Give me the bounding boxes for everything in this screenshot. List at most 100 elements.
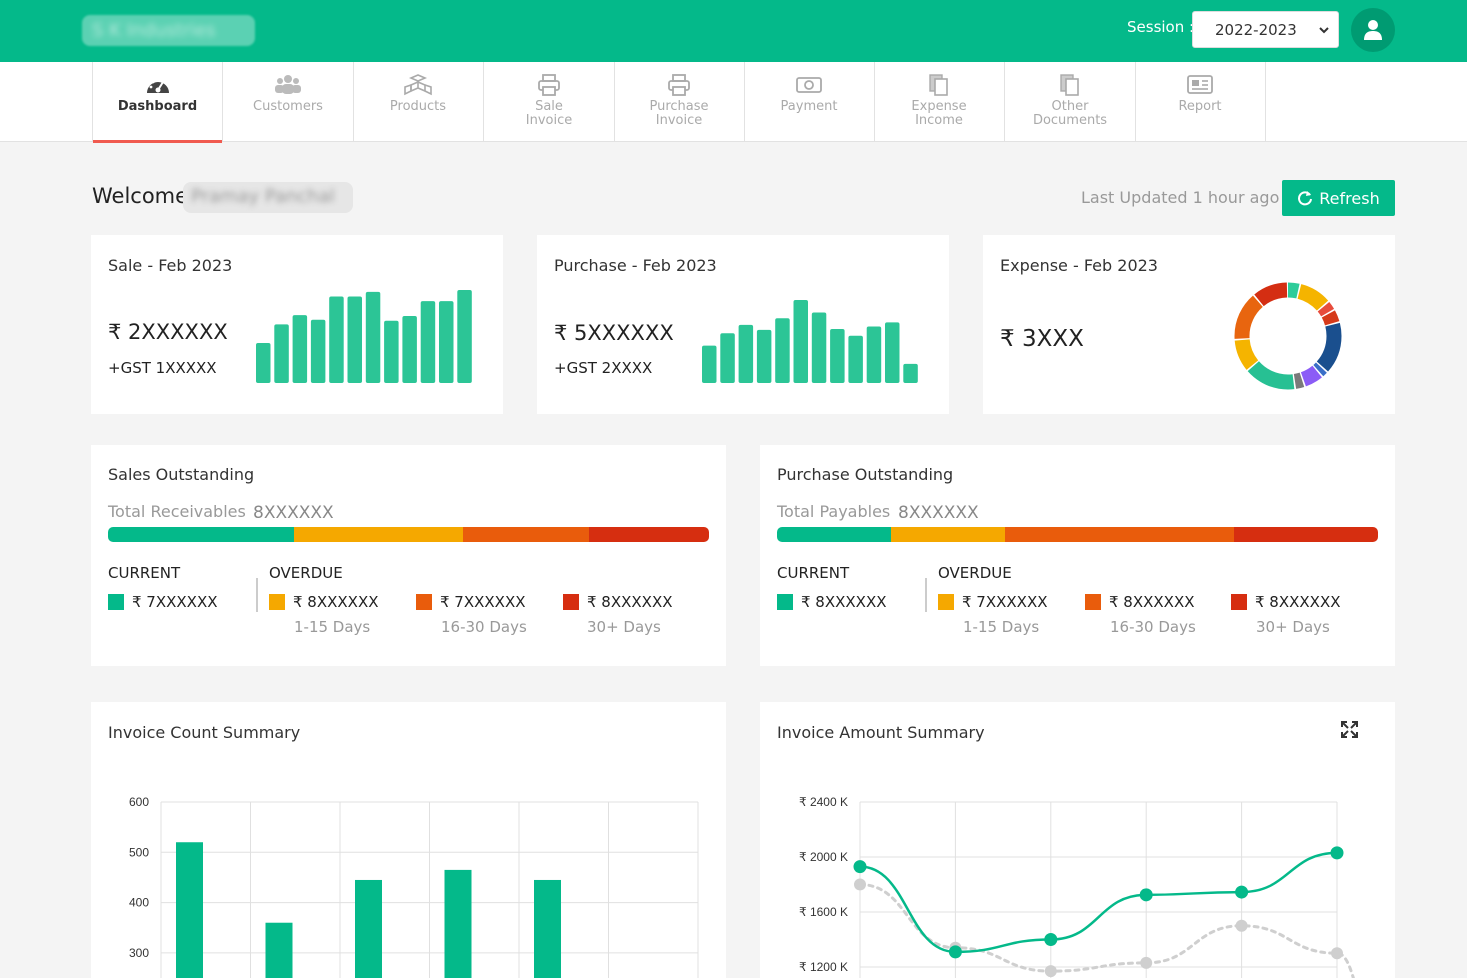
mini-bar [848,335,863,383]
company-name[interactable]: S K Industries [82,15,255,46]
tab-purchase-invoice[interactable]: Purchase Invoice [614,62,745,141]
current-amount: ₹ 8XXXXXX [801,593,887,611]
mini-bar [384,320,399,383]
overdue-amount: ₹ 8XXXXXX [1255,593,1341,611]
y-tick-label: ₹ 2000 K [799,850,848,864]
last-updated-text: Last Updated 1 hour ago [1081,188,1280,207]
overdue-days: 1-15 Days [294,618,371,636]
donut-slice [1234,282,1342,390]
mini-bar [347,296,362,383]
stack-segment [777,527,892,542]
tab-expense-income[interactable]: Expense Income [874,62,1005,141]
series-point-current [1330,846,1344,860]
stack-segment [1005,527,1234,542]
overdue-label: OVERDUE [269,564,343,582]
y-tick-label: 500 [129,845,149,859]
invoice-count-card[interactable]: Invoice Count Summary 600 500 400 300 [91,702,726,978]
tab-products[interactable]: Products [353,62,484,141]
total-payables-label: Total Payables [777,502,891,521]
total-receivables-label: Total Receivables [108,502,246,521]
tab-report[interactable]: Report [1135,62,1266,141]
series-line-previous [858,883,1355,978]
current-value: ₹ 7XXXXXX [108,593,218,611]
mini-bar [793,300,808,383]
chart-title: Invoice Amount Summary [777,723,985,742]
tab-label: Expense Income [911,99,967,128]
overdue-amount: ₹ 8XXXXXX [293,593,379,611]
card-title: Sale - Feb 2023 [108,256,233,275]
overdue-1-15-value: ₹ 7XXXXXX [938,593,1048,611]
printer-icon [668,74,690,96]
overdue-1-15-value: ₹ 8XXXXXX [269,593,379,611]
users-icon [275,75,301,94]
expense-donut-chart [1234,282,1342,390]
legend-swatch [1231,594,1247,610]
tab-other-documents[interactable]: Other Documents [1005,62,1136,141]
mini-bar [256,343,271,383]
mini-bar [439,301,454,383]
y-tick-label: 600 [129,795,149,809]
tab-dashboard[interactable]: Dashboard [92,62,223,143]
invoice-amount-card[interactable]: Invoice Amount Summary ₹ 2400 K ₹ 2000 K ₹… [760,702,1395,978]
mini-bar [292,315,308,383]
printer-icon [538,74,560,96]
overdue-label: OVERDUE [938,564,1012,582]
legend-swatch [777,594,793,610]
purchase-amount: ₹ 5XXXXXX [554,321,674,345]
sale-card[interactable]: Sale - Feb 2023 ₹ 2XXXXXX +GST 1XXXXX [91,235,503,414]
mini-bar [420,301,436,383]
chevron-down-icon [1319,27,1329,34]
user-name: Pramay Panchal [183,182,353,213]
sales-outstanding-card[interactable]: Sales Outstanding Total Receivables 8XXX… [91,445,726,666]
current-label: CURRENT [777,564,850,582]
donut-slice [1234,282,1342,390]
card-title: Sales Outstanding [108,465,255,484]
expense-amount: ₹ 3XXX [1000,326,1084,352]
y-tick-label: 300 [129,946,149,960]
expand-icon[interactable] [1341,721,1358,738]
documents-icon [1060,74,1079,96]
invoice-count-chart: 600 500 400 300 [129,795,699,978]
purchase-outstanding-card[interactable]: Purchase Outstanding Total Payables 8XXX… [760,445,1395,666]
expense-card[interactable]: Expense - Feb 2023 ₹ 3XXX [983,235,1395,414]
card-title: Purchase - Feb 2023 [554,256,717,275]
divider [256,578,258,612]
session-select[interactable]: 2022-2023 [1192,11,1339,48]
mini-bar [811,312,827,383]
count-bar [176,842,203,978]
current-amount: ₹ 7XXXXXX [132,593,218,611]
newspaper-icon [1187,75,1213,94]
overdue-days: 16-30 Days [441,618,527,636]
tab-label: Products [389,99,447,114]
refresh-button[interactable]: Refresh [1282,180,1395,216]
series-point-current [1044,933,1058,946]
tab-customers[interactable]: Customers [223,62,354,141]
current-value: ₹ 8XXXXXX [777,593,887,611]
total-receivables-value: 8XXXXXX [253,503,334,523]
count-bar [444,869,472,978]
overdue-amount: ₹ 8XXXXXX [587,593,673,611]
overdue-amount: ₹ 7XXXXXX [962,593,1048,611]
tab-sale-invoice[interactable]: Sale Invoice [484,62,615,141]
purchase-card[interactable]: Purchase - Feb 2023 ₹ 5XXXXXX +GST 2XXXX [537,235,949,414]
refresh-label: Refresh [1319,188,1380,208]
top-bar: S K Industries Session : 2022-2023 [0,0,1467,62]
user-menu-button[interactable] [1351,8,1395,52]
user-name-text: Pramay Panchal [191,186,335,207]
total-payables-value: 8XXXXXX [898,503,979,523]
overdue-amount: ₹ 8XXXXXX [1109,593,1195,611]
main-nav: Dashboard Customers Products Sale Invoic… [0,62,1467,143]
user-icon [1364,20,1382,40]
mini-bar [329,296,344,383]
y-tick-label: 400 [129,896,149,910]
count-bar [265,922,293,978]
legend-swatch [1085,594,1101,610]
tab-payment[interactable]: Payment [744,62,875,141]
payables-stacked-bar [777,527,1378,542]
overdue-amount: ₹ 7XXXXXX [440,593,526,611]
tab-label: Sale Invoice [525,99,573,128]
legend-swatch [108,594,124,610]
mini-bar [365,291,381,383]
mini-bar [457,290,472,383]
overdue-days: 1-15 Days [963,618,1040,636]
